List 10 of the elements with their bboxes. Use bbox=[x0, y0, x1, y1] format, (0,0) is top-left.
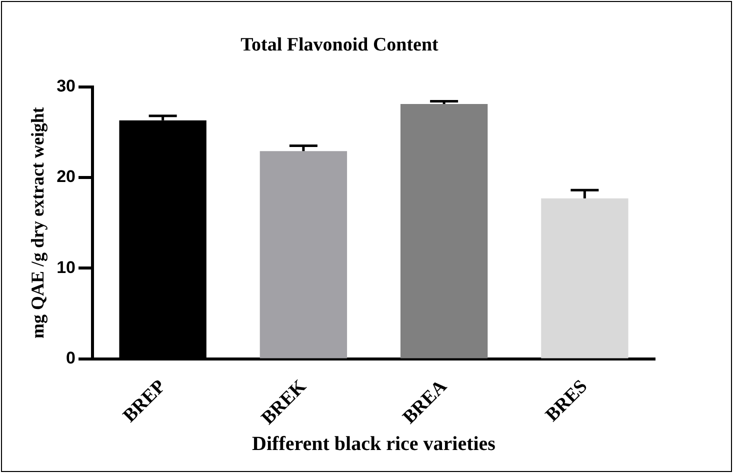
y-tick-label: 30 bbox=[56, 76, 76, 96]
chart-title: Total Flavonoid Content bbox=[240, 34, 440, 56]
y-tick-label: 10 bbox=[56, 258, 76, 277]
y-tick-label: 20 bbox=[56, 167, 76, 186]
y-axis-title: mg QAE /g dry extract weight bbox=[27, 107, 48, 339]
bar bbox=[400, 104, 488, 358]
bar bbox=[260, 151, 348, 358]
bar bbox=[541, 198, 628, 358]
x-axis-title: Different black rice varieties bbox=[252, 433, 496, 456]
y-tick-label: 0 bbox=[66, 348, 76, 368]
